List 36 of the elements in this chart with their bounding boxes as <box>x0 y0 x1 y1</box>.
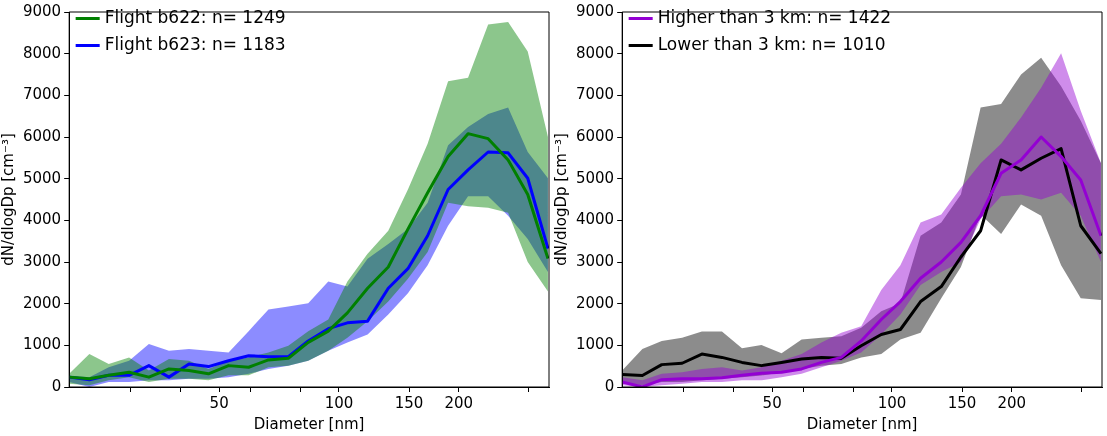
x-tick-label: 150 <box>394 393 424 412</box>
x-tick-label: 50 <box>762 393 782 412</box>
y-axis-title: dN/dlogDp [cm⁻³] <box>0 133 17 266</box>
y-tick-label: 0 <box>604 376 615 395</box>
y-tick-label: 5000 <box>575 168 615 187</box>
y-tick-label: 6000 <box>575 126 615 145</box>
y-tick-label: 9000 <box>22 1 62 20</box>
y-tick-label: 2000 <box>22 293 62 312</box>
y-tick-label: 6000 <box>22 126 62 145</box>
y-tick-label: 4000 <box>22 210 62 229</box>
y-tick-label: 1000 <box>22 335 62 354</box>
x-tick-label: 50 <box>209 393 229 412</box>
y-tick-label: 8000 <box>22 43 62 62</box>
x-tick-label: 100 <box>324 393 354 412</box>
x-axis-title: Diameter [nm] <box>253 414 365 433</box>
y-tick-label: 5000 <box>22 168 62 187</box>
x-tick-label: 150 <box>947 393 977 412</box>
y-tick-label: 7000 <box>575 85 615 104</box>
y-tick-label: 8000 <box>575 43 615 62</box>
y-tick-label: 1000 <box>575 335 615 354</box>
y-tick-label: 7000 <box>22 85 62 104</box>
legend-label: Flight b622: n= 1249 <box>104 6 286 27</box>
y-axis-title: dN/dlogDp [cm⁻³] <box>551 133 570 266</box>
x-tick-label: 200 <box>997 393 1027 412</box>
x-tick-label: 200 <box>444 393 474 412</box>
x-tick-label: 100 <box>877 393 907 412</box>
legend-label: Higher than 3 km: n= 1422 <box>657 6 892 27</box>
x-axis-title: Diameter [nm] <box>806 414 918 433</box>
legend-label: Lower than 3 km: n= 1010 <box>657 33 886 54</box>
legend-label: Flight b623: n= 1183 <box>104 33 286 54</box>
y-tick-label: 4000 <box>575 210 615 229</box>
y-tick-label: 0 <box>51 376 62 395</box>
y-tick-label: 2000 <box>575 293 615 312</box>
y-tick-label: 3000 <box>22 251 62 270</box>
y-tick-label: 9000 <box>575 1 615 20</box>
y-tick-label: 3000 <box>575 251 615 270</box>
